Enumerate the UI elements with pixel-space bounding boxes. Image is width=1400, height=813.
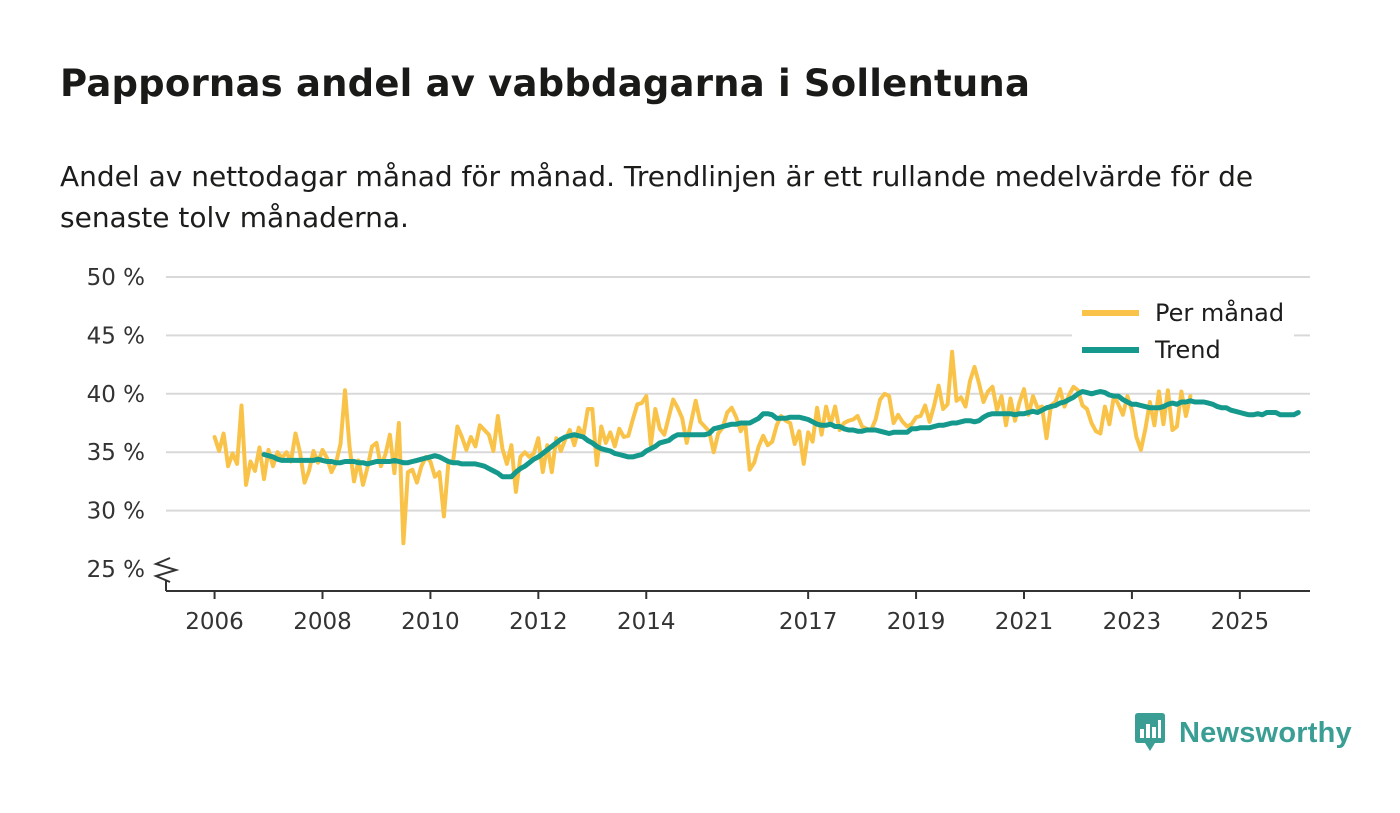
- y-tick-label: 30 %: [87, 499, 145, 525]
- x-tick-label: 2021: [995, 609, 1054, 635]
- series-line-trend: [261, 389, 1301, 480]
- series-line-monthly: [212, 349, 1193, 546]
- y-tick-label: 45 %: [87, 323, 145, 349]
- newsworthy-brand[interactable]: Newsworthy: [1133, 712, 1352, 754]
- x-tick-label: 2006: [185, 609, 244, 635]
- legend-background: [1072, 296, 1294, 368]
- x-tick-label: 2025: [1211, 609, 1270, 635]
- y-tick-label: 50 %: [87, 265, 145, 291]
- x-tick-label: 2023: [1103, 609, 1162, 635]
- x-tick-label: 2017: [779, 609, 838, 635]
- axes: 25 % 30 % 35 % 40 % 45 % 50 % 2006 2008 2010 2012…: [87, 265, 1310, 635]
- y-tick-label: 25 %: [87, 557, 145, 583]
- chart-title: Pappornas andel av vabbdagarna i Sollent…: [60, 62, 1031, 105]
- x-tick-label: 2019: [887, 609, 946, 635]
- x-tick-label: 2012: [509, 609, 568, 635]
- series-layer: [212, 349, 1301, 546]
- x-tick-label: 2010: [401, 609, 460, 635]
- y-tick-label: 40 %: [87, 382, 145, 408]
- axis-break-marker: [153, 557, 180, 583]
- y-tick-label: 35 %: [87, 440, 145, 466]
- bar-chart-speech-bubble-icon: [1135, 713, 1165, 751]
- x-tick-label: 2008: [293, 609, 352, 635]
- legend-label-monthly: Per månad: [1155, 298, 1284, 327]
- x-tick-label: 2014: [617, 609, 676, 635]
- legend-label-trend: Trend: [1154, 336, 1221, 364]
- legend: Per månad Trend: [1072, 296, 1294, 368]
- chart-subtitle: Andel av nettodagar månad för månad. Tre…: [60, 160, 1254, 234]
- brand-name: Newsworthy: [1179, 716, 1352, 749]
